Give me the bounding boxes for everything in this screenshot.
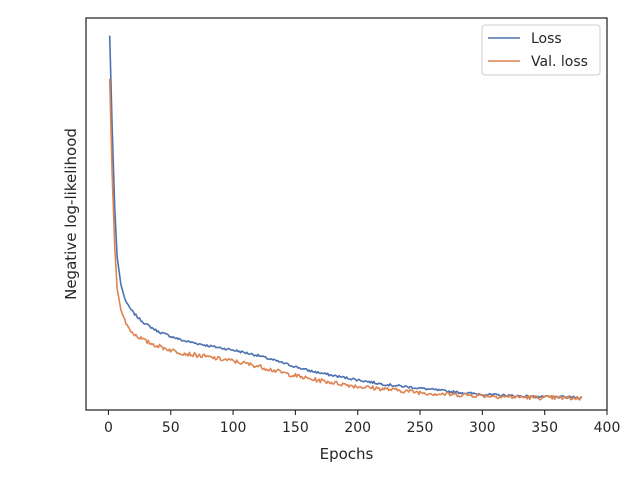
x-tick-label: 150 xyxy=(282,420,309,436)
x-tick-label: 100 xyxy=(220,420,247,436)
x-tick-label: 300 xyxy=(469,420,496,436)
plot-area xyxy=(108,35,583,401)
x-tick-label: 0 xyxy=(104,420,113,436)
x-tick-label: 200 xyxy=(344,420,371,436)
x-tick-label: 350 xyxy=(531,420,558,436)
x-axis-ticks: 0 50 100 150 200 250 300 350 400 xyxy=(104,410,620,436)
y-axis-label: Negative log-likelihood xyxy=(62,128,80,300)
plot-frame xyxy=(85,17,608,411)
x-axis-label: Epochs xyxy=(320,445,374,463)
legend-label-loss: Loss xyxy=(531,31,562,47)
series-line-val-loss xyxy=(108,78,583,401)
x-tick-label: 400 xyxy=(594,420,621,436)
x-tick-label: 250 xyxy=(407,420,434,436)
x-tick-label: 50 xyxy=(162,420,180,436)
series-line-loss xyxy=(108,35,583,400)
legend: Loss Val. loss xyxy=(481,24,601,76)
legend-label-val-loss: Val. loss xyxy=(531,54,588,70)
